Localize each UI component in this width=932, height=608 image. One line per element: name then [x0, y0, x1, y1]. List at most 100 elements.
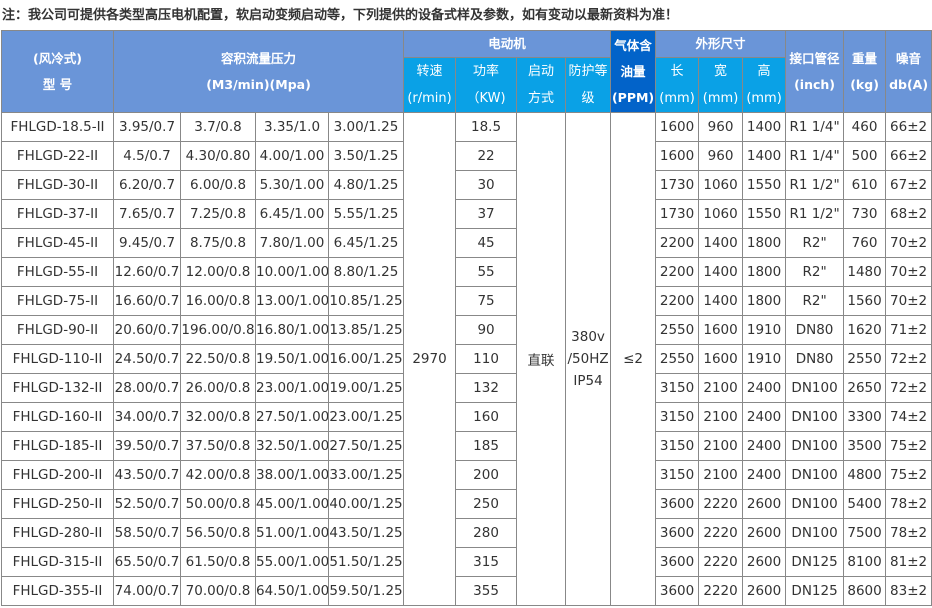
cell-flow-07: 28.00/0.7 — [113, 373, 181, 403]
cell-flow-10: 55.00/1.00 — [255, 547, 329, 577]
cell-weight: 7500 — [843, 518, 887, 548]
cell-flow-125: 43.50/1.25 — [327, 518, 405, 548]
cell-port: DN125 — [785, 576, 845, 606]
cell-noise: 68±2 — [885, 199, 932, 229]
table-row: FHLGD-132-II 28.00/0.7 26.00/0.8 23.00/1.00… — [1, 373, 932, 403]
cell-flow-08: 37.50/0.8 — [180, 431, 256, 461]
header-height: 高 (mm) — [742, 57, 787, 113]
cell-height: 1800 — [742, 257, 787, 287]
cell-power: 30 — [455, 170, 518, 200]
cell-noise: 66±2 — [885, 141, 932, 171]
header-model: (风冷式) 型 号 — [1, 30, 114, 113]
cell-flow-10: 23.00/1.00 — [255, 373, 329, 403]
cell-flow-125: 59.50/1.25 — [327, 576, 405, 606]
cell-weight: 8100 — [843, 547, 887, 577]
cell-speed: 2970 — [403, 112, 457, 606]
cell-length: 3150 — [655, 373, 700, 403]
cell-flow-07: 34.00/0.7 — [113, 402, 181, 432]
table-row: FHLGD-75-II 16.60/0.7 16.00/0.8 13.00/1.00 1… — [1, 286, 932, 316]
cell-flow-07: 58.50/0.7 — [113, 518, 181, 548]
cell-model: FHLGD-280-II — [1, 518, 114, 548]
cell-length: 1600 — [655, 141, 700, 171]
header-power: 功率 （KW) — [455, 57, 518, 113]
table-row: FHLGD-30-II 6.20/0.7 6.00/0.8 5.30/1.00 4.80… — [1, 170, 932, 200]
cell-model: FHLGD-315-II — [1, 547, 114, 577]
cell-model: FHLGD-90-II — [1, 315, 114, 345]
header-noise: 噪音 db(A) — [885, 30, 932, 113]
cell-weight: 1480 — [843, 257, 887, 287]
cell-width: 1400 — [698, 228, 744, 258]
cell-flow-125: 51.50/1.25 — [327, 547, 405, 577]
cell-flow-08: 4.30/0.80 — [180, 141, 256, 171]
cell-port: R2" — [785, 228, 845, 258]
cell-width: 960 — [698, 141, 744, 171]
cell-port: DN80 — [785, 344, 845, 374]
cell-width: 2100 — [698, 460, 744, 490]
cell-flow-08: 22.50/0.8 — [180, 344, 256, 374]
cell-flow-08: 32.00/0.8 — [180, 402, 256, 432]
cell-flow-07: 4.5/0.7 — [113, 141, 181, 171]
specs-table: (风冷式) 型 号 容积流量压力 (M3/min)(Mpa) 电动机 气体含 油量 (P… — [1, 30, 932, 606]
cell-start: 直联 — [516, 112, 567, 606]
cell-noise: 75±2 — [885, 431, 932, 461]
cell-noise: 71±2 — [885, 315, 932, 345]
cell-noise: 66±2 — [885, 112, 932, 142]
cell-flow-125: 16.00/1.25 — [327, 344, 405, 374]
cell-flow-08: 42.00/0.8 — [180, 460, 256, 490]
cell-noise: 78±2 — [885, 489, 932, 519]
cell-flow-125: 5.55/1.25 — [327, 199, 405, 229]
cell-height: 1910 — [742, 344, 787, 374]
cell-power: 185 — [455, 431, 518, 461]
cell-weight: 500 — [843, 141, 887, 171]
cell-noise: 75±2 — [885, 460, 932, 490]
cell-width: 2220 — [698, 547, 744, 577]
cell-flow-07: 7.65/0.7 — [113, 199, 181, 229]
cell-width: 1600 — [698, 315, 744, 345]
cell-flow-10: 5.30/1.00 — [255, 170, 329, 200]
table-row: FHLGD-315-II 65.50/0.7 61.50/0.8 55.00/1.00… — [1, 547, 932, 577]
cell-width: 2100 — [698, 402, 744, 432]
cell-height: 2600 — [742, 576, 787, 606]
table-row: FHLGD-200-II 43.50/0.7 42.00/0.8 38.00/1.00… — [1, 460, 932, 490]
cell-width: 2220 — [698, 576, 744, 606]
cell-power: 200 — [455, 460, 518, 490]
cell-flow-10: 4.00/1.00 — [255, 141, 329, 171]
cell-power: 160 — [455, 402, 518, 432]
cell-model: FHLGD-355-II — [1, 576, 114, 606]
cell-port: DN100 — [785, 402, 845, 432]
table-row: FHLGD-185-II 39.50/0.7 37.50/0.8 32.50/1.00… — [1, 431, 932, 461]
cell-length: 2550 — [655, 315, 700, 345]
cell-model: FHLGD-55-II — [1, 257, 114, 287]
cell-model: FHLGD-75-II — [1, 286, 114, 316]
cell-power: 132 — [455, 373, 518, 403]
cell-weight: 8600 — [843, 576, 887, 606]
table-row: FHLGD-90-II 20.60/0.7 196.00/0.8 16.80/1.00… — [1, 315, 932, 345]
cell-flow-08: 196.00/0.8 — [180, 315, 256, 345]
cell-port: R2" — [785, 257, 845, 287]
cell-power: 315 — [455, 547, 518, 577]
cell-flow-07: 3.95/0.7 — [113, 112, 181, 142]
cell-model: FHLGD-110-II — [1, 344, 114, 374]
cell-noise: 72±2 — [885, 344, 932, 374]
cell-length: 1730 — [655, 170, 700, 200]
cell-flow-08: 70.00/0.8 — [180, 576, 256, 606]
cell-width: 1060 — [698, 170, 744, 200]
cell-height: 2400 — [742, 373, 787, 403]
cell-flow-07: 52.50/0.7 — [113, 489, 181, 519]
cell-flow-125: 8.80/1.25 — [327, 257, 405, 287]
table-row: FHLGD-110-II 24.50/0.7 22.50/0.8 19.50/1.00… — [1, 344, 932, 374]
protect-line: 380v — [571, 329, 605, 345]
cell-flow-10: 64.50/1.00 — [255, 576, 329, 606]
header-dims: 外形尺寸 — [655, 30, 787, 58]
cell-flow-125: 6.45/1.25 — [327, 228, 405, 258]
cell-height: 1550 — [742, 170, 787, 200]
cell-length: 2200 — [655, 257, 700, 287]
cell-flow-08: 7.25/0.8 — [180, 199, 256, 229]
cell-flow-10: 38.00/1.00 — [255, 460, 329, 490]
cell-model: FHLGD-160-II — [1, 402, 114, 432]
cell-model: FHLGD-30-II — [1, 170, 114, 200]
header-flow: 容积流量压力 (M3/min)(Mpa) — [112, 30, 405, 113]
cell-flow-125: 3.50/1.25 — [327, 141, 405, 171]
cell-weight: 2650 — [843, 373, 887, 403]
cell-model: FHLGD-185-II — [1, 431, 114, 461]
